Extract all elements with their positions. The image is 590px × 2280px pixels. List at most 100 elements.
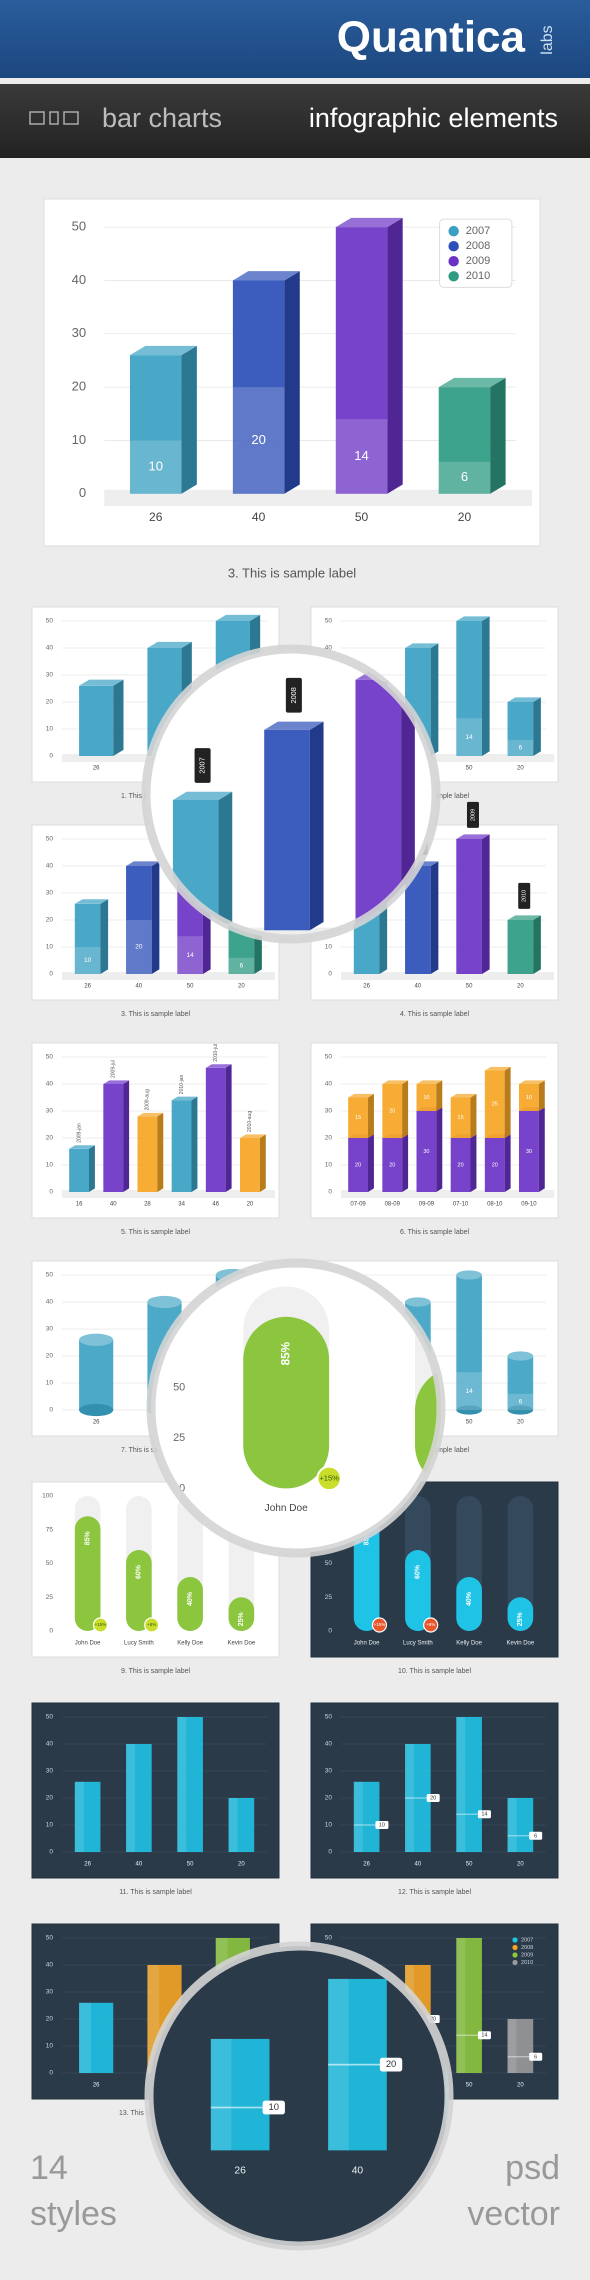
legend-label: 2007 xyxy=(521,1937,533,1943)
x-tick-label: 26 xyxy=(93,1420,100,1426)
tooltip-label: 2010 xyxy=(522,890,528,902)
caption: 3. This is sample label xyxy=(228,565,356,580)
x-tick-label: 50 xyxy=(187,1862,194,1868)
bar-side xyxy=(100,899,109,974)
legend-swatch xyxy=(512,1937,518,1943)
y-tick-label: 20 xyxy=(325,1135,333,1142)
y-tick-label: 25 xyxy=(46,1594,54,1601)
y-tick-label: 40 xyxy=(46,1962,54,1969)
caption: 5. This is sample label xyxy=(121,1229,191,1236)
y-tick-label: 30 xyxy=(325,1768,333,1775)
bar-side xyxy=(436,1107,443,1192)
bar xyxy=(240,1138,260,1192)
header-band xyxy=(0,0,590,78)
inner-tag xyxy=(426,1794,440,1802)
segment-label: 10 xyxy=(423,1095,429,1101)
inner-segment xyxy=(126,920,152,974)
legend-swatch xyxy=(512,1959,518,1966)
x-tick-label: 20 xyxy=(238,1862,245,1868)
bar-bottom xyxy=(456,1405,482,1415)
bar-side xyxy=(481,616,490,756)
bar-top xyxy=(69,1145,95,1149)
inner-segment xyxy=(177,936,203,974)
x-tick-label: 26 xyxy=(84,984,91,990)
bar xyxy=(456,1577,482,1631)
y-tick-label: 30 xyxy=(325,1108,333,1115)
bar xyxy=(484,1070,505,1138)
badge-label: +15% xyxy=(319,1473,339,1482)
y-tick-label: 50 xyxy=(46,1935,54,1942)
legend-swatch xyxy=(448,240,459,252)
tooltip xyxy=(285,677,302,713)
caption: 3. This is sample label xyxy=(121,1011,191,1018)
inner-segment xyxy=(438,461,491,494)
inner-label: 6 xyxy=(519,1399,523,1406)
bar-top xyxy=(348,1093,374,1098)
y-tick-label: 40 xyxy=(46,863,54,870)
bar-side xyxy=(191,1096,198,1192)
legend-swatch xyxy=(512,1944,518,1951)
x-tick-label: 26 xyxy=(84,1862,91,1868)
value-label: 25% xyxy=(517,1611,524,1626)
x-tick-label: Kelly Doe xyxy=(456,1641,482,1647)
x-tick-label: John Doe xyxy=(354,1641,380,1647)
base-plane xyxy=(104,489,532,506)
bar xyxy=(355,679,402,931)
bar-top xyxy=(416,1080,443,1084)
y-tick-label: 10 xyxy=(46,1822,54,1829)
y-tick-label: 0 xyxy=(49,971,53,978)
tooltip xyxy=(466,801,479,828)
bar xyxy=(177,1577,203,1631)
bar-side xyxy=(490,377,506,494)
inner-segment xyxy=(129,440,182,494)
inner-label: 6 xyxy=(519,745,523,752)
bar-side xyxy=(218,791,233,931)
x-tick-label: 09-10 xyxy=(521,1202,537,1208)
legend-label: 2008 xyxy=(466,240,491,252)
bar-side xyxy=(430,643,439,756)
bar-shine xyxy=(353,1781,363,1852)
segment-label: 30 xyxy=(423,1149,429,1155)
x-tick-label: Lucy Smith xyxy=(124,1641,154,1647)
x-tick-label: 50 xyxy=(466,984,473,990)
x-tick-label: 20 xyxy=(238,984,245,990)
inner-segment xyxy=(228,957,255,974)
top-label: 2009-aug xyxy=(145,1089,151,1110)
bar-side xyxy=(504,1134,511,1192)
bar xyxy=(103,1084,124,1192)
bar xyxy=(210,2038,270,2151)
inner-label: 6 xyxy=(461,469,468,484)
bar-side xyxy=(88,1145,95,1192)
x-tick-label: 20 xyxy=(247,1202,254,1208)
legend-label: 2010 xyxy=(521,1960,533,1966)
y-tick-label: 20 xyxy=(46,699,54,706)
x-tick-label: 50 xyxy=(466,1862,473,1868)
y-tick-label: 50 xyxy=(325,618,333,625)
bar xyxy=(456,839,482,974)
bar-side xyxy=(470,1093,477,1138)
inner-segment xyxy=(335,419,388,494)
value-label: 40% xyxy=(187,1591,194,1606)
bar-top xyxy=(126,861,160,866)
bar xyxy=(79,2002,114,2073)
subtitle-light: bar charts xyxy=(102,103,222,133)
subtitle-band xyxy=(0,84,590,158)
inner-tag xyxy=(529,1831,543,1840)
x-tick-label: 50 xyxy=(469,2166,481,2177)
bar-side xyxy=(151,861,160,974)
bar xyxy=(507,1356,534,1410)
badge-label: +8% xyxy=(493,1473,509,1482)
bar-top xyxy=(382,1080,409,1084)
y-tick-label: 10 xyxy=(46,1162,54,1169)
x-tick-label: 26 xyxy=(234,2166,246,2177)
bar-top xyxy=(507,697,541,702)
y-tick-label: 20 xyxy=(46,917,54,924)
segment-label: 15 xyxy=(355,1115,361,1121)
bar xyxy=(456,1938,482,2073)
magnifier-ring xyxy=(141,644,441,944)
y-tick-label: 10 xyxy=(325,1822,333,1829)
x-tick-label: 40 xyxy=(415,984,422,990)
bar-top xyxy=(137,1112,164,1117)
y-tick-label: 30 xyxy=(46,1768,54,1775)
x-tick-label: 26 xyxy=(93,2083,100,2089)
